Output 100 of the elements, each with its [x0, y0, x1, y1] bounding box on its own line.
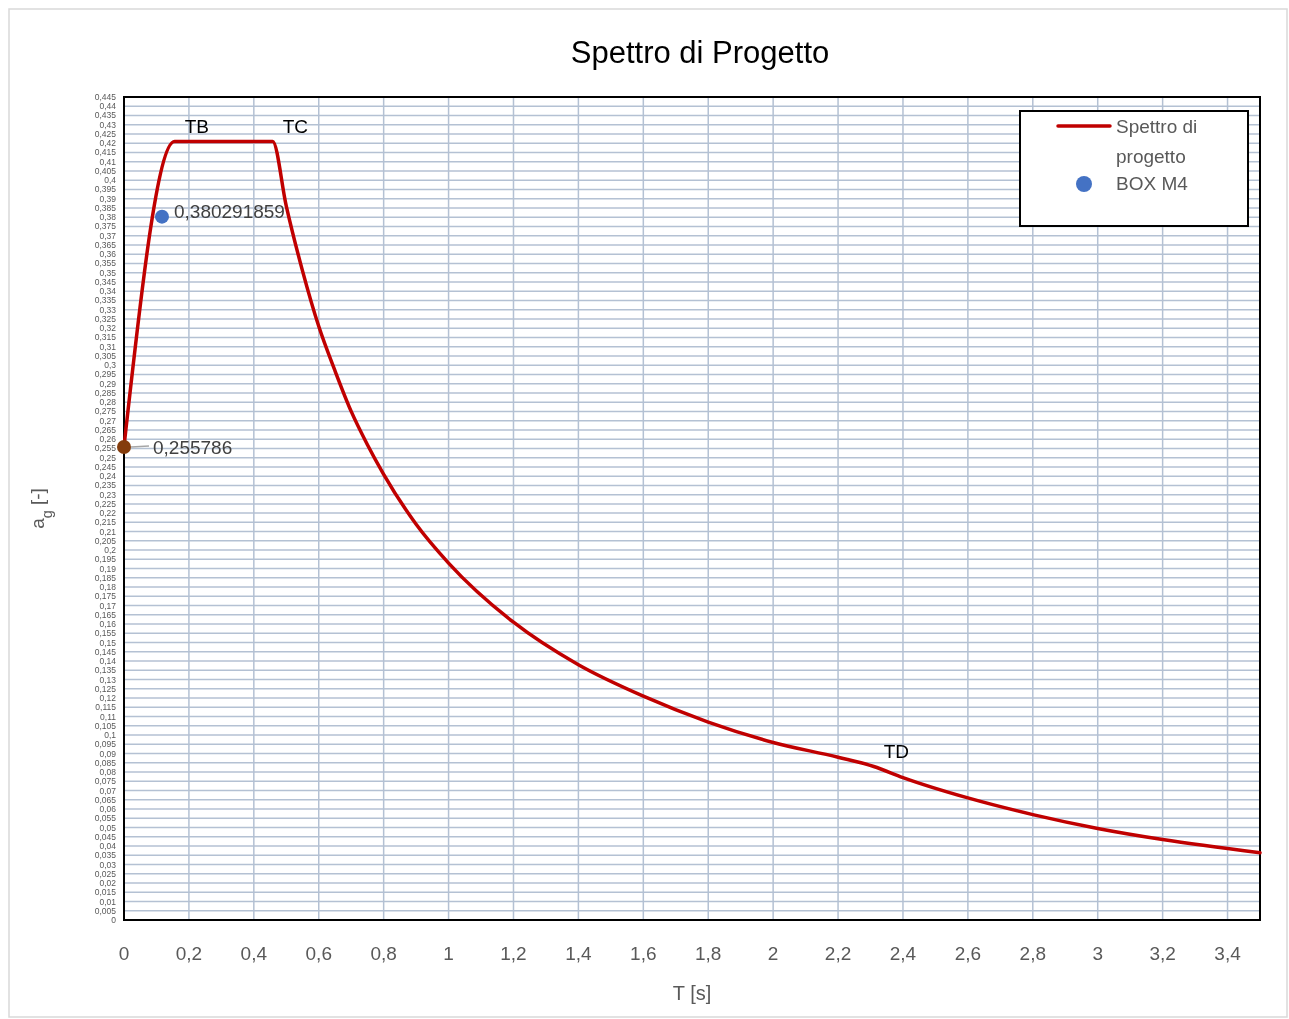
y-tick-label: 0,295: [94, 369, 117, 380]
y-tick-label: 0,33: [99, 304, 117, 315]
y-tick-label: 0,385: [94, 202, 117, 213]
y-tick-label: 0,07: [99, 785, 117, 796]
x-tick-label: 2: [767, 943, 779, 964]
y-tick-label: 0,15: [99, 637, 117, 648]
x-tick-label: 1,2: [500, 943, 527, 964]
y-tick-label: 0,41: [99, 156, 117, 167]
x-tick-label: 2,2: [824, 943, 852, 964]
x-tick-label: 0,4: [240, 943, 268, 964]
y-tick-label: 0,16: [99, 619, 117, 630]
y-tick-label: 0,12: [99, 693, 117, 704]
y-tick-label: 0,445: [94, 92, 117, 102]
y-tick-label: 0,415: [94, 147, 117, 158]
y-tick-label: 0,275: [94, 406, 117, 417]
y-tick-label: 0,34: [99, 286, 117, 297]
y-tick-label: 0,37: [99, 230, 117, 241]
y-tick-label: 0,03: [99, 859, 117, 870]
y-tick-label: 0,055: [94, 813, 117, 824]
y-tick-label: 0,155: [94, 628, 117, 639]
x-tick-label: 1,6: [630, 943, 657, 964]
y-tick-label: 0,11: [100, 711, 117, 722]
y-tick-label: 0,245: [94, 461, 117, 472]
data-label: 0,380291859: [173, 200, 285, 222]
x-axis-title: T [s]: [672, 982, 712, 1004]
x-tick-label: 0,2: [175, 943, 203, 964]
y-tick-label: 0,08: [99, 767, 117, 778]
y-tick-label: 0,395: [94, 184, 117, 195]
y-tick-label: 0,145: [94, 646, 117, 657]
y-tick-label: 0,325: [94, 313, 117, 324]
y-tick-label: 0,09: [99, 748, 117, 759]
y-tick-label: 0,125: [94, 683, 117, 694]
y-tick-label: 0,04: [99, 841, 117, 852]
y-tick-label: 0,36: [99, 249, 117, 260]
y-tick-label: 0,29: [99, 378, 117, 389]
legend-label: Spettro di progetto: [1116, 116, 1198, 167]
annotation: TB: [184, 116, 209, 138]
y-tick-label: 0,225: [94, 498, 117, 509]
y-tick-label: 0,265: [94, 424, 117, 435]
y-tick-label: 0,43: [99, 119, 117, 130]
x-tick-label: 1,4: [565, 943, 593, 964]
y-tick-label: 0,355: [94, 258, 117, 269]
x-tick-label: 0,6: [305, 943, 332, 964]
x-tick-label: 2,8: [1019, 943, 1047, 964]
y-tick-label: 0,44: [99, 101, 117, 112]
y-tick-label: 0,195: [94, 554, 117, 565]
x-tick-label: 3: [1092, 943, 1103, 964]
y-tick-label: 0,28: [99, 397, 117, 408]
y-tick-label: 0,135: [94, 665, 117, 676]
y-tick-label: 0,42: [99, 138, 117, 149]
x-tick-label: 2,6: [954, 943, 982, 964]
y-tick-label: 0,05: [99, 822, 117, 833]
y-tick-label: 0,015: [94, 887, 117, 898]
y-tick-label: 0,1: [104, 730, 117, 741]
y-tick-label: 0,39: [99, 193, 117, 204]
y-tick-label: 0,165: [94, 609, 117, 620]
y-tick-label: 0,315: [94, 332, 117, 343]
y-tick-label: 0,425: [94, 128, 117, 139]
y-tick-label: 0,045: [94, 831, 117, 842]
x-tick-label: 1,8: [695, 943, 722, 964]
y-tick-label: 0,17: [99, 600, 117, 611]
y-tick-label: 0: [111, 915, 117, 925]
x-tick-label: 3,4: [1214, 943, 1242, 964]
y-tick-label: 0,32: [99, 323, 117, 334]
y-tick-label: 0,35: [99, 267, 117, 278]
y-tick-label: 0,025: [94, 868, 117, 879]
y-tick-label: 0,405: [94, 165, 117, 176]
y-tick-label: 0,285: [94, 387, 117, 398]
y-tick-label: 0,26: [99, 434, 117, 445]
y-tick-label: 0,075: [94, 776, 117, 787]
y-tick-label: 0,23: [99, 489, 117, 500]
x-tick-label: 0,8: [370, 943, 397, 964]
y-tick-label: 0,2: [104, 545, 117, 556]
y-tick-label: 0,19: [99, 563, 117, 574]
y-tick-label: 0,205: [94, 535, 117, 546]
annotation: TC: [282, 116, 308, 138]
y-tick-label: 0,105: [94, 720, 117, 731]
y-tick-label: 0,005: [94, 905, 117, 916]
y-tick-label: 0,215: [94, 517, 117, 528]
y-tick-label: 0,365: [94, 239, 117, 250]
data-label: 0,255786: [153, 436, 233, 458]
y-tick-label: 0,115: [95, 702, 117, 713]
y-tick-label: 0,035: [94, 850, 117, 861]
y-tick-label: 0,31: [99, 341, 117, 352]
y-tick-label: 0,14: [99, 656, 117, 667]
y-tick-label: 0,065: [94, 794, 117, 805]
y-tick-label: 0,02: [99, 878, 117, 889]
y-tick-label: 0,21: [99, 526, 117, 537]
y-tick-label: 0,185: [94, 572, 117, 583]
x-tick-label: 2,4: [889, 943, 917, 964]
annotation: TD: [883, 741, 910, 763]
y-tick-label: 0,375: [94, 221, 117, 232]
y-tick-label: 0,3: [104, 360, 117, 371]
y-tick-label: 0,06: [99, 804, 117, 815]
legend-label: BOX M4: [1116, 173, 1189, 194]
y-tick-label: 0,18: [99, 582, 117, 593]
x-tick-label: 3,2: [1149, 943, 1176, 964]
y-tick-label: 0,4: [104, 175, 117, 186]
y-tick-label: 0,22: [99, 508, 117, 519]
y-tick-label: 0,13: [99, 674, 117, 685]
